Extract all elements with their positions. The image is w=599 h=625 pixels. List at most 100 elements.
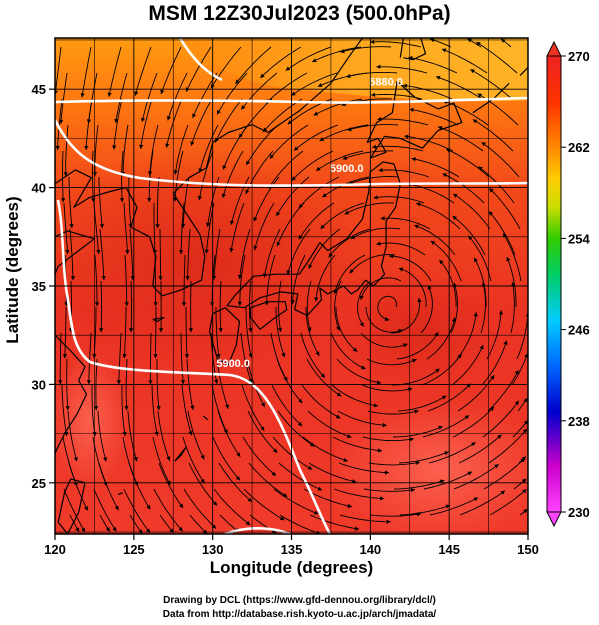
streamline-arrow	[148, 380, 153, 385]
streamline	[122, 124, 129, 176]
streamline-arrow	[92, 172, 98, 177]
coastline	[174, 446, 187, 462]
streamline-arrow	[205, 222, 211, 227]
contour-label: 5880.0	[369, 76, 403, 88]
streamline	[134, 46, 152, 96]
x-tick-label: 130	[202, 542, 224, 557]
streamline-arrow	[69, 224, 74, 229]
streamline	[369, 513, 422, 517]
streamline	[273, 488, 319, 515]
streamline	[64, 307, 67, 359]
streamline	[182, 176, 190, 228]
streamline-arrow	[497, 434, 502, 439]
streamline	[480, 282, 486, 334]
streamline-arrow	[473, 497, 478, 502]
streamline	[269, 124, 309, 159]
streamline	[115, 72, 128, 123]
streamline	[123, 488, 151, 534]
streamline	[69, 228, 74, 281]
streamline-arrow	[473, 312, 478, 317]
x-axis-label: Longitude (degrees)	[209, 558, 374, 577]
streamline	[357, 280, 372, 327]
streamline-arrow	[333, 289, 338, 294]
credit-drawing: Drawing by DCL (https://www.gfd-dennou.o…	[163, 595, 436, 606]
streamline	[315, 150, 364, 172]
streamline-arrow	[239, 133, 243, 138]
streamline-arrow	[147, 198, 152, 202]
streamline	[404, 135, 454, 152]
streamline	[473, 257, 487, 307]
streamline	[457, 375, 495, 412]
streamline	[319, 124, 369, 142]
streamline-arrow	[286, 270, 291, 275]
streamline	[216, 72, 248, 115]
streamline-arrow	[377, 448, 382, 453]
streamline-arrow	[122, 354, 127, 359]
streamline	[213, 228, 221, 280]
streamline	[98, 177, 103, 229]
streamline-arrow	[260, 73, 265, 78]
streamline-arrow	[246, 160, 251, 165]
streamline-arrow	[75, 527, 80, 532]
streamline	[265, 72, 308, 104]
streamline-arrow	[216, 353, 221, 359]
streamline-arrow	[521, 456, 526, 461]
streamline	[337, 410, 387, 426]
credit-data: Data from http://database.rish.kyoto-u.a…	[162, 609, 437, 620]
streamline	[123, 202, 129, 255]
streamline-arrow	[245, 520, 251, 525]
streamline	[174, 124, 189, 175]
streamline	[217, 410, 241, 458]
streamline	[275, 307, 286, 358]
streamline-arrow	[99, 223, 105, 229]
streamline	[298, 202, 335, 240]
streamline-arrow	[352, 347, 358, 352]
temperature-field	[55, 38, 528, 534]
streamline-arrow	[173, 170, 178, 175]
streamline	[306, 358, 342, 397]
streamline-arrow	[160, 89, 165, 95]
streamline-arrow	[416, 202, 421, 207]
streamline-arrow	[125, 250, 130, 255]
streamline-arrow	[438, 425, 443, 430]
streamline	[149, 332, 152, 385]
streamline	[65, 124, 69, 177]
streamline	[291, 150, 334, 182]
streamline-arrow	[248, 353, 253, 358]
streamline-arrow	[185, 276, 190, 281]
streamline-arrow	[94, 302, 100, 307]
streamline	[121, 385, 126, 437]
streamline	[313, 98, 363, 116]
streamline	[459, 490, 506, 516]
streamline	[367, 410, 419, 415]
x-axis-ticks: 120 125 130 135 140 145 150	[44, 534, 539, 557]
streamline	[298, 176, 340, 209]
streamline	[452, 215, 486, 256]
streamline	[510, 282, 515, 334]
streamline-arrow	[128, 224, 133, 229]
streamline	[63, 202, 69, 255]
streamline-arrow	[378, 168, 383, 173]
streamline	[279, 514, 321, 534]
streamline-arrow	[263, 127, 268, 132]
streamline-arrow	[506, 257, 511, 262]
streamline	[360, 332, 408, 348]
streamline	[331, 384, 379, 407]
streamline	[128, 462, 151, 510]
streamline-arrow	[225, 404, 229, 409]
streamline	[148, 150, 154, 202]
streamline	[335, 306, 358, 353]
streamline-arrow	[230, 220, 235, 225]
streamline	[502, 233, 522, 282]
streamline	[219, 280, 222, 333]
streamline	[155, 307, 157, 359]
streamline-arrow	[269, 154, 274, 159]
streamline-arrow	[317, 83, 323, 87]
streamline-arrow	[370, 39, 375, 44]
streamline-arrow	[235, 79, 240, 84]
streamline	[308, 462, 357, 483]
streamline-arrow	[359, 295, 364, 300]
streamline-arrow	[490, 375, 495, 380]
streamline-arrow	[376, 380, 382, 385]
streamline	[158, 462, 184, 509]
